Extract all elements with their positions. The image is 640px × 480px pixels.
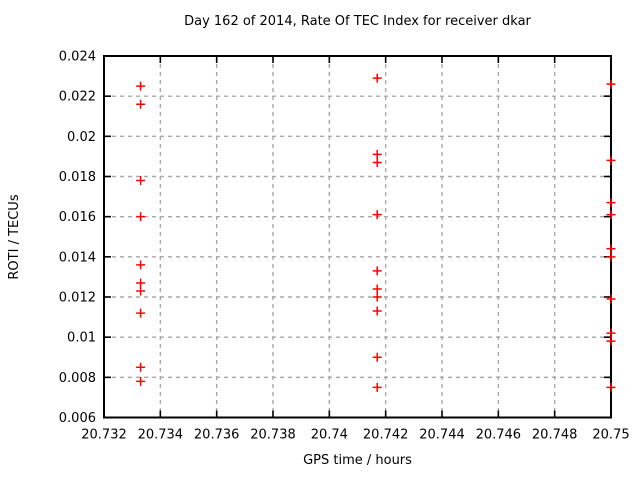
svg-text:0.02: 0.02 [67, 130, 96, 145]
svg-text:0.014: 0.014 [59, 250, 96, 265]
chart-title: Day 162 of 2014, Rate Of TEC Index for r… [184, 14, 531, 29]
data-point-marker [372, 149, 382, 159]
data-point-marker [372, 284, 382, 294]
svg-text:20.74: 20.74 [311, 428, 348, 443]
svg-text:20.734: 20.734 [138, 428, 184, 443]
data-point-marker [372, 157, 382, 167]
svg-text:0.008: 0.008 [59, 371, 96, 386]
data-point-marker [136, 308, 146, 318]
data-point-marker [136, 81, 146, 91]
svg-text:20.732: 20.732 [81, 428, 127, 443]
svg-text:20.748: 20.748 [532, 428, 578, 443]
data-point-marker [372, 382, 382, 392]
data-point-marker [606, 336, 616, 346]
data-point-marker [606, 244, 616, 254]
svg-text:20.738: 20.738 [250, 428, 296, 443]
data-point-marker [372, 210, 382, 220]
data-point-marker [136, 212, 146, 222]
svg-text:0.012: 0.012 [59, 291, 96, 306]
data-point-marker [372, 73, 382, 83]
data-point-marker [606, 198, 616, 208]
data-point-marker [606, 252, 616, 262]
data-point-marker [136, 376, 146, 386]
data-point-marker [136, 362, 146, 372]
data-point-marker [606, 328, 616, 338]
data-point-marker [136, 176, 146, 186]
data-point-marker [136, 260, 146, 270]
svg-text:0.016: 0.016 [59, 210, 96, 225]
svg-text:20.736: 20.736 [194, 428, 240, 443]
data-point-marker [606, 155, 616, 165]
svg-text:0.01: 0.01 [67, 331, 96, 346]
svg-text:20.742: 20.742 [363, 428, 409, 443]
data-point-marker [372, 352, 382, 362]
data-point-marker [372, 266, 382, 276]
data-point-marker [606, 382, 616, 392]
data-point-marker [372, 292, 382, 302]
x-axis-label: GPS time / hours [303, 453, 412, 468]
data-point-marker [606, 79, 616, 89]
svg-text:0.018: 0.018 [59, 170, 96, 185]
svg-text:0.022: 0.022 [59, 90, 96, 105]
data-point-marker [136, 278, 146, 288]
svg-text:0.024: 0.024 [59, 50, 96, 65]
data-point-marker [606, 210, 616, 220]
svg-text:20.744: 20.744 [419, 428, 465, 443]
data-point-marker [372, 306, 382, 316]
data-point-marker [136, 99, 146, 109]
data-point-marker [606, 294, 616, 304]
svg-text:20.746: 20.746 [476, 428, 522, 443]
data-point-marker [136, 286, 146, 296]
svg-text:0.006: 0.006 [59, 411, 96, 426]
svg-text:20.75: 20.75 [592, 428, 629, 443]
